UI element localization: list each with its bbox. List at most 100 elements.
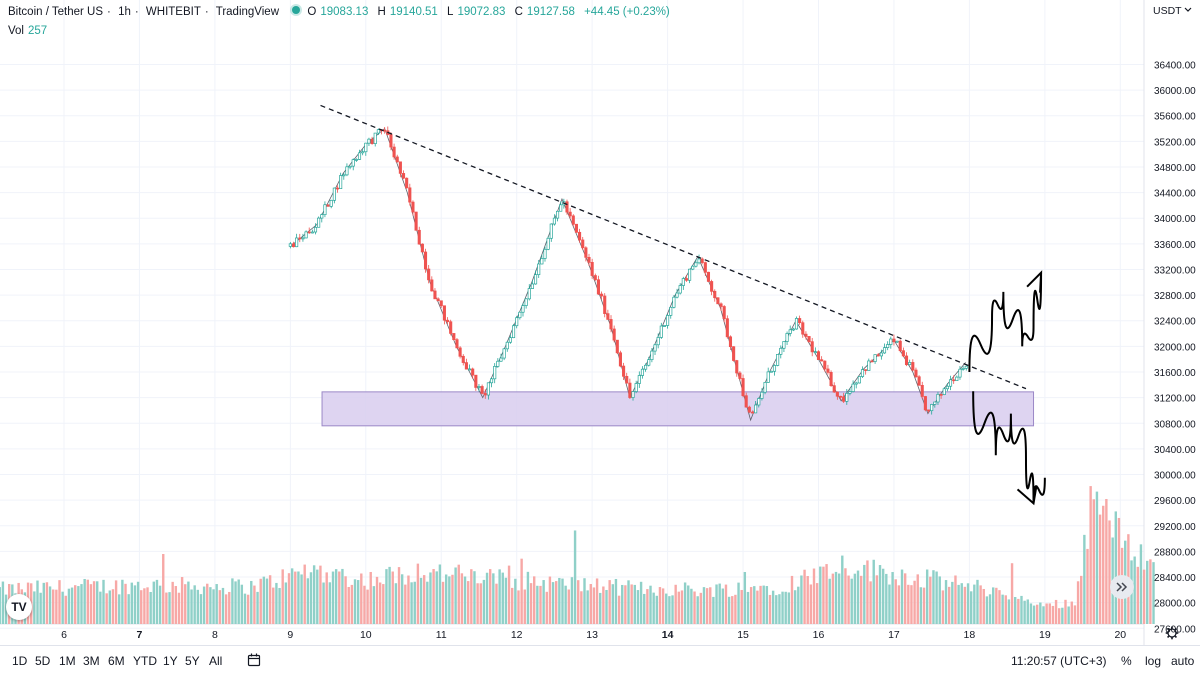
candle-body <box>423 251 428 270</box>
volume-bar <box>589 584 592 624</box>
exchange: WHITEBIT <box>145 6 201 18</box>
volume-bar <box>605 589 608 624</box>
timeframe-5d[interactable]: 5D <box>35 654 51 668</box>
volume-bar <box>184 584 187 624</box>
volume-bar <box>133 585 137 624</box>
volume-bar <box>539 585 542 624</box>
volume-bar <box>460 573 464 624</box>
candle-body <box>911 362 915 371</box>
volume-bar <box>331 571 335 624</box>
volume-bar <box>938 576 941 624</box>
candle-body <box>804 333 808 337</box>
volume-bar <box>885 573 888 624</box>
candle-body <box>335 187 340 190</box>
gear-icon[interactable] <box>1165 626 1179 640</box>
volume-bar <box>83 578 86 624</box>
volume-bar <box>856 570 860 624</box>
auto-scale-toggle[interactable]: auto <box>1171 654 1195 668</box>
percent-scale-toggle[interactable]: % <box>1121 654 1132 668</box>
volume-bar <box>995 587 998 624</box>
candle-body <box>725 318 729 338</box>
timeframe-1m[interactable]: 1M <box>59 654 76 668</box>
volume-bar <box>140 590 143 624</box>
volume-bar <box>344 576 347 624</box>
clock-timezone[interactable]: 11:20:57 (UTC+3) <box>1011 654 1107 668</box>
timeframe-6m[interactable]: 6M <box>108 654 125 668</box>
volume-bar <box>1007 599 1011 624</box>
volume-bar <box>982 588 985 624</box>
timeframe-1d[interactable]: 1D <box>12 654 28 668</box>
timeframe-ytd[interactable]: YTD <box>133 654 157 668</box>
volume-bar <box>646 589 649 624</box>
candle-body <box>791 328 795 331</box>
volume-bar <box>77 586 80 624</box>
timeframe-1y[interactable]: 1Y <box>163 654 178 668</box>
volume-bar <box>312 565 316 624</box>
volume-bar <box>812 568 816 624</box>
candle-body <box>351 159 355 167</box>
candle-body <box>537 263 541 276</box>
volume-bar <box>696 596 699 624</box>
volume-bar <box>665 593 668 624</box>
volume-bar <box>0 587 1 624</box>
volume-bar <box>1 581 5 624</box>
log-scale-toggle[interactable]: log <box>1145 654 1162 668</box>
candle-body <box>628 382 632 398</box>
candle-body <box>722 306 726 320</box>
price-tick-label: 30000.00 <box>1154 471 1196 482</box>
currency-selector[interactable]: USDT <box>1153 5 1192 17</box>
volume-bar <box>243 593 247 624</box>
price-change: +44.45 (+0.23%) <box>584 6 670 18</box>
candle-body <box>801 322 805 335</box>
volume-bar <box>39 592 42 624</box>
volume-bar <box>36 580 39 624</box>
timeframe-5y[interactable]: 5Y <box>185 654 200 668</box>
volume-bar <box>749 587 753 624</box>
volume-bar <box>281 569 284 624</box>
interval[interactable]: 1h <box>118 6 131 18</box>
market-status-icon[interactable] <box>292 6 301 14</box>
timeframe-all[interactable]: All <box>209 654 223 668</box>
candle-body <box>490 378 494 384</box>
symbol-name[interactable]: Bitcoin / Tether US <box>8 6 104 18</box>
volume-bar <box>756 590 759 624</box>
price-chart[interactable]: 27600.0028000.0028400.0028800.0029200.00… <box>0 0 1200 645</box>
time-tick-label: 6 <box>61 629 67 641</box>
candle-body <box>848 391 852 394</box>
candle-body <box>854 382 858 385</box>
candle-body <box>295 237 299 248</box>
price-axis[interactable]: 27600.0028000.0028400.0028800.0029200.00… <box>1154 60 1196 635</box>
volume-bar <box>231 578 234 624</box>
gear-tooth <box>1174 627 1178 631</box>
volume-bar <box>419 577 423 624</box>
volume-bar <box>206 583 209 624</box>
volume-bar <box>737 582 740 624</box>
volume-bar <box>705 588 709 624</box>
volume-bar <box>976 579 979 624</box>
volume-bar <box>775 595 778 624</box>
candle-body <box>838 395 843 398</box>
volume-bar <box>426 581 429 624</box>
candle-body <box>383 129 387 132</box>
time-axis[interactable]: 6 7 8 9 10 11 12 13 14 15 16 17 18 19 20 <box>61 626 1179 641</box>
candle-body <box>587 256 591 263</box>
timeframe-3m[interactable]: 3M <box>83 654 100 668</box>
candle-body <box>650 350 654 361</box>
candle-body <box>697 258 701 264</box>
price-tick-label: 31600.00 <box>1154 368 1196 379</box>
volume-bar <box>444 574 448 624</box>
candle-body <box>467 368 472 371</box>
candle-body <box>842 396 846 402</box>
candle-body <box>609 319 613 330</box>
candle-body <box>713 290 717 299</box>
volume-bar <box>61 591 64 624</box>
volume-bar <box>1036 604 1039 624</box>
candle-body <box>288 243 292 247</box>
calendar-range-icon[interactable] <box>247 653 261 667</box>
scroll-to-realtime-button[interactable] <box>1110 575 1134 599</box>
tradingview-logo[interactable]: TV <box>6 594 32 620</box>
volume-bar <box>240 584 244 624</box>
bearish-projection-arrow <box>972 391 1046 504</box>
candle-body <box>301 237 305 240</box>
candle-body <box>681 278 685 286</box>
